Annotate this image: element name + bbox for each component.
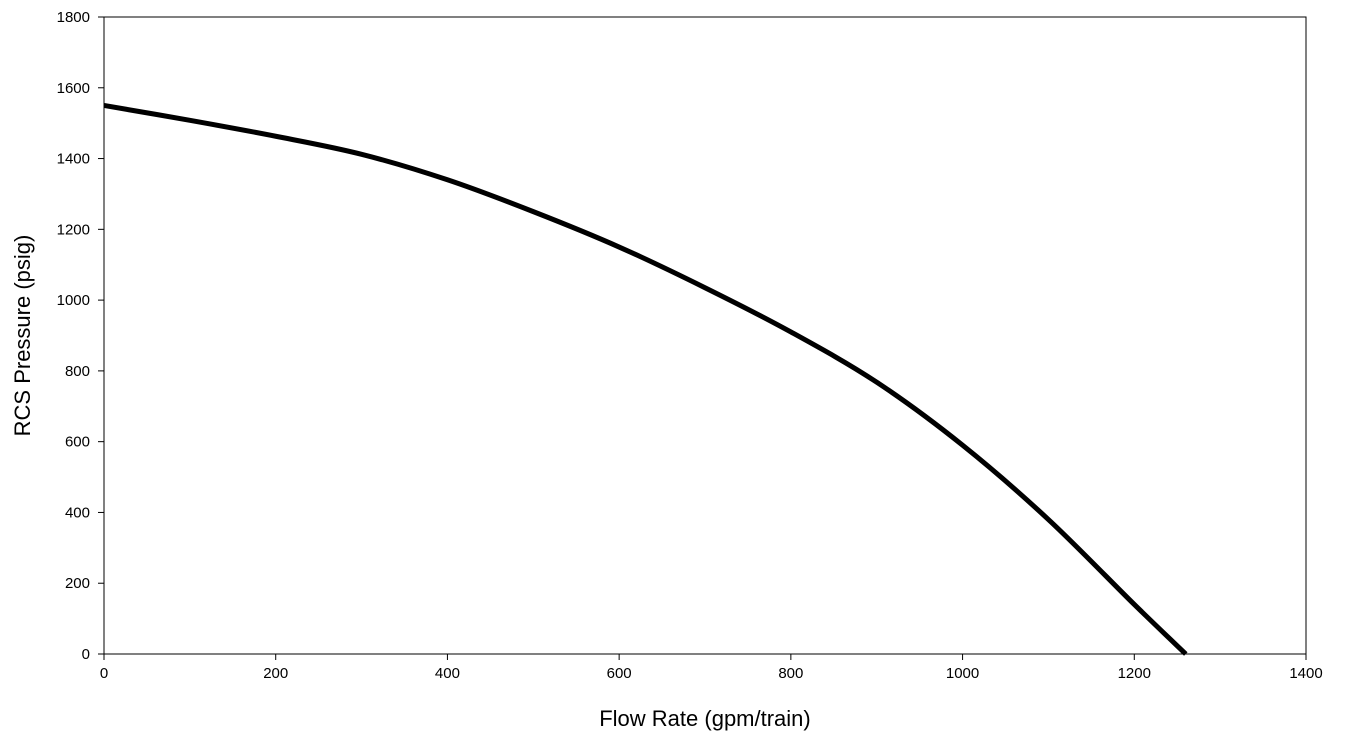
y-tick-label: 600 bbox=[65, 434, 90, 451]
y-axis-ticks: 0 200 400 600 800 1000 1200 1400 1600 1800 bbox=[57, 9, 104, 663]
y-tick-label: 0 bbox=[82, 646, 90, 663]
x-axis-title: Flow Rate (gpm/train) bbox=[599, 706, 811, 731]
x-tick-label: 1200 bbox=[1118, 665, 1151, 682]
y-tick-label: 1400 bbox=[57, 151, 90, 168]
y-tick-label: 400 bbox=[65, 504, 90, 521]
series-layer bbox=[103, 103, 1188, 656]
y-tick-label: 1600 bbox=[57, 80, 90, 97]
x-tick-label: 800 bbox=[778, 665, 803, 682]
y-tick-label: 1800 bbox=[57, 9, 90, 26]
series-line bbox=[103, 103, 1188, 656]
y-tick-label: 200 bbox=[65, 575, 90, 592]
y-tick-label: 800 bbox=[65, 363, 90, 380]
x-tick-label: 1000 bbox=[946, 665, 979, 682]
plot-area bbox=[103, 16, 1307, 655]
x-tick-label: 0 bbox=[100, 665, 108, 682]
x-tick-label: 200 bbox=[263, 665, 288, 682]
x-tick-label: 600 bbox=[607, 665, 632, 682]
y-tick-label: 1000 bbox=[57, 292, 90, 309]
x-tick-label: 1400 bbox=[1289, 665, 1322, 682]
y-axis-title: RCS Pressure (psig) bbox=[10, 235, 35, 437]
x-tick-label: 400 bbox=[435, 665, 460, 682]
y-tick-label: 1200 bbox=[57, 221, 90, 238]
x-axis-ticks: 0 200 400 600 800 1000 1200 1400 bbox=[100, 654, 1323, 682]
